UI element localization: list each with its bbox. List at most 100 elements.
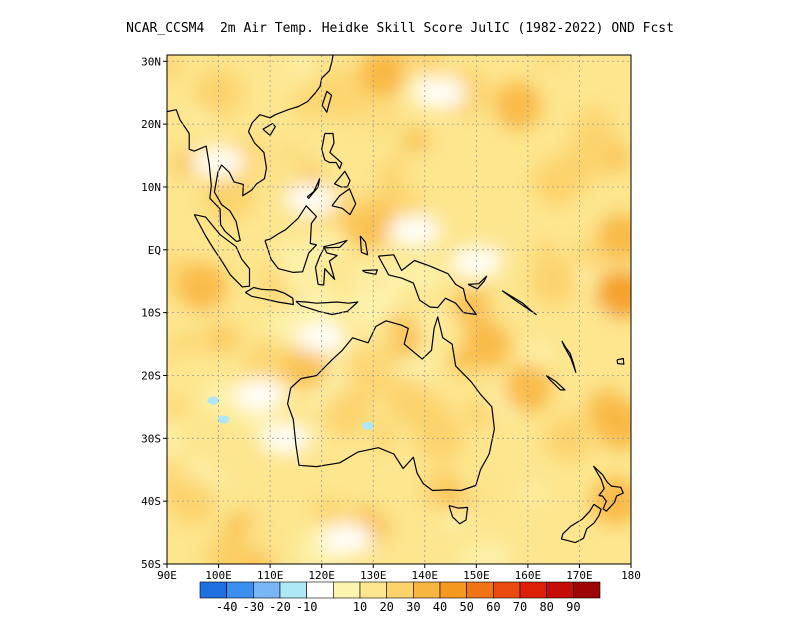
lon-tick-label: 160E: [515, 569, 542, 582]
java-coast: [245, 286, 294, 306]
lat-tick-label: 40S: [141, 495, 161, 508]
field-patch: [203, 321, 227, 345]
colorbar-label: 40: [433, 600, 447, 614]
colorbar-swatch: [226, 581, 254, 599]
field-patch: [534, 455, 570, 491]
kyushu-coast: [377, 55, 380, 56]
field-patch: [174, 151, 200, 176]
hainan-coast: [262, 122, 276, 136]
colorbar-swatch: [439, 581, 467, 599]
field-hotspot: [596, 401, 631, 450]
field-patch: [457, 546, 484, 564]
field-hotspot: [545, 414, 594, 463]
solomon-coast: [501, 290, 537, 316]
colorbar-swatch: [199, 581, 227, 599]
sulawesi-coast: [314, 239, 348, 286]
skill-score-field: [167, 55, 631, 564]
field-hotspot: [596, 213, 631, 262]
lat-tick-label: 10S: [141, 307, 161, 320]
field-patch: [217, 459, 255, 498]
field-patch: [231, 55, 261, 77]
field-patch: [203, 531, 255, 564]
colorbar-swatch: [253, 581, 281, 599]
lat-tick-label: 20N: [141, 118, 161, 131]
lon-tick-label: 90E: [157, 569, 177, 582]
field-patch: [483, 222, 517, 256]
lat-lon-grid: [167, 55, 631, 564]
field-patch: [368, 421, 398, 451]
lat-tick-label: EQ: [148, 244, 161, 257]
borneo-coast: [264, 205, 318, 273]
field-patch: [167, 395, 188, 418]
field-patch: [260, 263, 285, 289]
colorbar-swatch: [546, 581, 574, 599]
field-hotspot: [179, 263, 228, 312]
lon-tick-label: 140E: [412, 569, 439, 582]
colorbar-label: 90: [566, 600, 580, 614]
colorbar-label: -20: [269, 600, 291, 614]
lat-tick-label: 10N: [141, 181, 161, 194]
field-hotspot: [596, 269, 631, 318]
new-caledonia-coast: [545, 374, 566, 391]
axis-ticks: 90E 100E 110E 120E 130E 140E 150E 160E 170E 180 30…: [141, 55, 641, 582]
field-patch: [311, 497, 338, 524]
colorbar-swatch: [306, 581, 334, 599]
field-patch: [293, 55, 315, 67]
field-patch: [592, 547, 624, 564]
field-hotspot: [256, 150, 305, 199]
field-patch: [364, 112, 388, 136]
field-patch: [201, 379, 237, 415]
field-lowspot: [259, 422, 312, 455]
colorbar-swatch: [519, 581, 547, 599]
field-negative-patch: [362, 421, 375, 430]
colorbar-label: 10: [353, 600, 367, 614]
field-hotspot: [194, 68, 243, 117]
palawan-coast: [306, 178, 321, 199]
field-patch: [372, 326, 398, 353]
field-lowspot: [414, 76, 467, 109]
lat-tick-label: 30N: [141, 55, 161, 68]
colorbar-swatch: [279, 581, 307, 599]
field-hotspot: [359, 55, 408, 98]
field-patch: [533, 162, 576, 205]
colorbar-label: 80: [539, 600, 553, 614]
field-lowspot: [321, 522, 374, 555]
field-hotspot: [246, 508, 295, 557]
field-patch: [403, 128, 429, 154]
field-patch: [408, 258, 443, 293]
field-negative-patch: [217, 415, 230, 424]
lesser-sunda-coast: [295, 300, 359, 316]
field-hotspot: [416, 414, 465, 463]
coastlines: [167, 55, 625, 544]
colorbar: -40 -30 -20 -10 10 20 30 40 50 60 70 80 90: [199, 581, 601, 614]
field-hotspot: [385, 376, 434, 425]
taiwan-coast: [321, 90, 333, 113]
field-patch: [478, 540, 510, 564]
field-patch: [173, 413, 213, 453]
colorbar-label: 20: [379, 600, 393, 614]
field-patch: [292, 128, 332, 168]
colorbar-label: 50: [459, 600, 473, 614]
field-hotspot: [462, 320, 511, 369]
field-patch: [523, 484, 544, 505]
field-patch: [255, 58, 302, 105]
lat-tick-label: 50S: [141, 558, 161, 571]
field-hotspot: [565, 131, 614, 180]
field-patch: [505, 188, 553, 235]
lat-tick-label: 20S: [141, 369, 161, 382]
lon-tick-label: 120E: [308, 569, 335, 582]
field-patch: [284, 344, 330, 390]
fiji-coast: [616, 357, 625, 365]
lat-tick-label: 30S: [141, 432, 161, 445]
nz-south-coast: [560, 503, 602, 544]
field-lowspot: [233, 378, 286, 411]
field-patch: [463, 397, 496, 430]
colorbar-swatch: [359, 581, 387, 599]
field-hotspot: [529, 257, 578, 306]
field-lowspot: [295, 321, 348, 354]
field-patch: [348, 260, 397, 309]
field-patch: [407, 535, 441, 564]
field-lowspot: [450, 246, 503, 279]
lon-tick-label: 130E: [360, 569, 387, 582]
